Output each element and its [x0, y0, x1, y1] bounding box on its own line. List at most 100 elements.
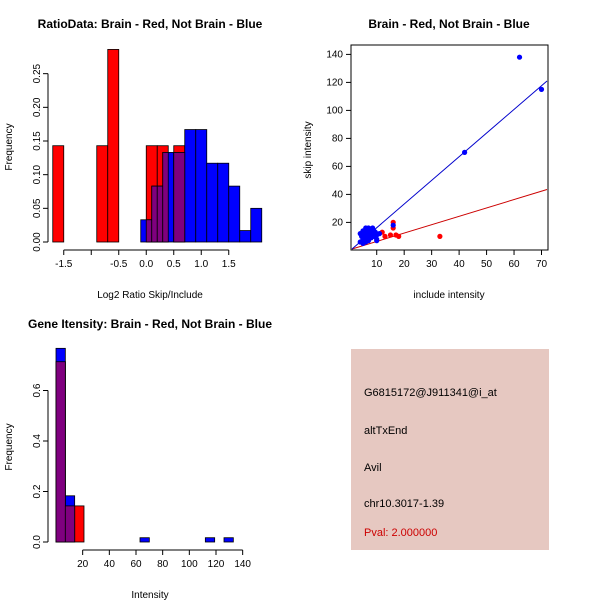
ratio-x-tick-label-2: 0.0 — [139, 259, 153, 270]
gene-y-tick-label-3: 0.6 — [32, 383, 43, 397]
scatter-point-not-brain-18 — [376, 231, 383, 237]
ratio-x-tick-label-1: -0.5 — [110, 259, 128, 270]
scatter-point-not-brain-30 — [538, 86, 545, 92]
scatter-fit-line-brain — [351, 189, 548, 250]
gene-x-tick-label-0: 20 — [77, 559, 89, 570]
pval-text: Pval: 2.000000 — [364, 527, 437, 539]
ratio-histogram-bars — [52, 49, 263, 243]
ratio-bar-not-brain-7 — [217, 162, 230, 243]
scatter-y-tick-label-6: 140 — [326, 49, 343, 60]
scatter-fit-lines — [351, 80, 548, 250]
ratio-bar-not-brain-9 — [239, 230, 252, 243]
event-type-text: altTxEnd — [364, 425, 407, 437]
ratio-bar-overlap-2 — [156, 185, 164, 243]
scatter-x-tick-label-2: 30 — [426, 259, 438, 270]
ratio-bar-overlap-1 — [151, 185, 158, 243]
ratio-y-tick-label-4: 0.20 — [32, 97, 43, 117]
ratio-bar-brain-0 — [52, 145, 65, 243]
ratio-y-tick-label-2: 0.10 — [32, 164, 43, 184]
ratio-x-tick-label-4: 1.0 — [194, 259, 208, 270]
gene-intensity-title: Gene Itensity: Brain - Red, Not Brain - … — [28, 317, 272, 331]
gene-intensity-ylabel: Frequency — [4, 423, 15, 470]
scatter-point-not-brain-29 — [516, 54, 523, 60]
ratio-bar-not-brain-5 — [195, 129, 208, 243]
gene-x-tick-label-5: 120 — [208, 559, 225, 570]
ratio-bar-not-brain-10 — [250, 207, 263, 243]
scatter-point-not-brain-21 — [363, 239, 369, 245]
ratio-x-tick-label-0: -1.5 — [55, 259, 73, 270]
ratio-bar-overlap-3 — [162, 152, 169, 243]
scatter-x-tick-label-3: 40 — [454, 259, 466, 270]
gene-bar-overlap-0 — [55, 361, 66, 543]
gene-x-tick-label-2: 60 — [130, 559, 142, 570]
ratio-histogram-ylabel: Frequency — [4, 123, 15, 170]
scatter-x-tick-label-6: 70 — [536, 259, 548, 270]
scatter-point-brain-6 — [396, 233, 402, 239]
scatter-point-brain-1 — [382, 233, 388, 239]
scatter-x-tick-label-1: 20 — [399, 259, 411, 270]
scatter-x-tick-label-4: 50 — [481, 259, 493, 270]
scatter-y-tick-label-0: 20 — [332, 217, 344, 228]
gene-intensity-axes: 0.0 0.2 0.4 0.6 20 40 60 80 100 120 140 — [32, 383, 251, 570]
ratio-x-tick-label-5: 1.5 — [222, 259, 236, 270]
gene-x-tick-label-3: 80 — [157, 559, 169, 570]
gene-bar-brain-2 — [74, 505, 85, 543]
info-panel: G6815172@J911341@i_at altTxEnd Avil chr1… — [351, 349, 549, 550]
scatter-point-not-brain-25 — [371, 228, 377, 234]
gene-intensity-bars — [55, 347, 234, 543]
scatter-y-tick-label-2: 60 — [332, 161, 344, 172]
ratio-y-tick-label-0: 0.00 — [32, 232, 43, 252]
scatter-point-not-brain-22 — [365, 225, 372, 231]
gene-intensity-xlabel: Intensity — [131, 590, 168, 600]
scatter-point-brain-7 — [437, 233, 443, 239]
ratio-y-tick-label-1: 0.05 — [32, 198, 43, 218]
scatter-ylabel: skip intensity — [303, 121, 314, 178]
ratio-bar-overlap-4 — [173, 152, 186, 243]
scatter-axes: 10 20 30 40 50 60 70 20 40 60 80 100 120 140 — [326, 49, 547, 270]
scatter-point-not-brain-24 — [364, 233, 370, 239]
scatter-y-tick-label-1: 40 — [332, 189, 344, 200]
ratio-histogram-axes: 0.00 0.05 0.10 0.15 0.20 0.25 -1.5 -0.5 0.0 0.5 1.… — [32, 63, 236, 270]
gene-intensity-panel: Gene Itensity: Brain - Red, Not Brain - … — [4, 317, 272, 600]
info-box — [351, 349, 549, 550]
ratio-bar-not-brain-8 — [228, 185, 241, 243]
ratio-bar-not-brain-6 — [206, 162, 219, 243]
ratio-bar-not-brain-4 — [184, 129, 197, 243]
scatter-point-brain-2 — [387, 232, 394, 238]
gene-name-text: Avil — [364, 462, 382, 474]
ratio-y-tick-label-3: 0.15 — [32, 131, 43, 151]
gene-x-tick-label-1: 40 — [104, 559, 116, 570]
gene-bar-overlap-1 — [64, 505, 76, 543]
gene-x-tick-label-6: 140 — [234, 559, 251, 570]
scatter-x-tick-label-5: 60 — [508, 259, 520, 270]
probe-id-text: G6815172@J911341@i_at — [364, 387, 497, 399]
scatter-xlabel: include intensity — [413, 290, 484, 301]
gene-x-tick-label-4: 100 — [181, 559, 198, 570]
ratio-histogram-xlabel: Log2 Ratio Skip/Include — [97, 290, 203, 301]
gene-y-tick-label-1: 0.2 — [32, 484, 43, 498]
scatter-fit-line-not-brain — [351, 80, 548, 250]
scatter-plot-frame — [350, 44, 549, 251]
ratio-bar-brain-1 — [96, 145, 109, 243]
ratio-y-tick-label-5: 0.25 — [32, 63, 43, 83]
location-text: chr10.3017-1.39 — [364, 498, 444, 510]
gene-bar-not-brain-2 — [139, 537, 150, 543]
ratio-bar-overlap-0 — [145, 219, 153, 243]
gene-bar-not-brain-3 — [204, 537, 216, 543]
gene-bar-not-brain-4 — [223, 537, 234, 543]
scatter-panel: Brain - Red, Not Brain - Blue include in… — [303, 17, 549, 301]
scatter-y-tick-label-5: 120 — [326, 77, 343, 88]
gene-y-tick-label-0: 0.0 — [32, 535, 43, 549]
ratio-x-tick-label-3: 0.5 — [167, 259, 181, 270]
scatter-point-not-brain-26 — [374, 238, 380, 244]
scatter-point-not-brain-27 — [390, 222, 396, 228]
scatter-y-tick-label-3: 80 — [332, 133, 344, 144]
scatter-point-not-brain-19 — [357, 231, 363, 237]
ratio-bar-brain-2 — [107, 49, 120, 243]
scatter-points — [357, 54, 545, 246]
gene-y-tick-label-2: 0.4 — [32, 434, 43, 448]
ratio-histogram-title: RatioData: Brain - Red, Not Brain - Blue — [38, 17, 263, 31]
ratio-histogram-panel: RatioData: Brain - Red, Not Brain - Blue… — [4, 17, 263, 301]
scatter-x-tick-label-0: 10 — [371, 259, 383, 270]
